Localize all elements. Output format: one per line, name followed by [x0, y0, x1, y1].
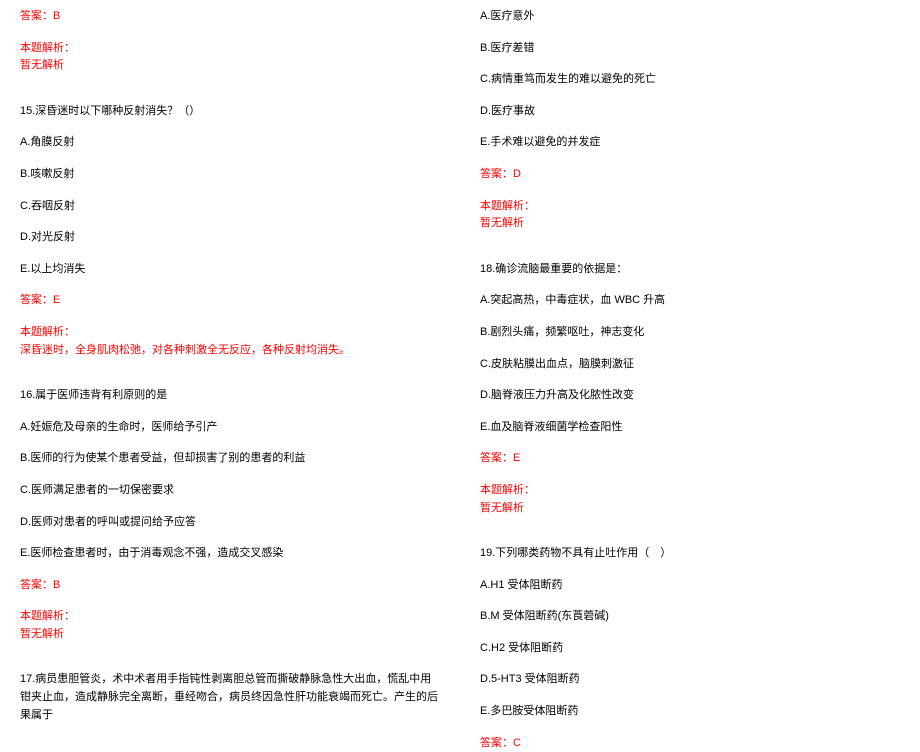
- q16-analysis-content: 暂无解析: [20, 626, 440, 644]
- q19-option-d: D.5-HT3 受体阻断药: [480, 671, 900, 689]
- q15-answer: 答案：E: [20, 292, 440, 310]
- q15-analysis-content: 深昏迷时，全身肌肉松弛，对各种刺激全无反应，各种反射均消失。: [20, 342, 440, 360]
- q17-option-d: D.医疗事故: [480, 103, 900, 121]
- q15-question: 15.深昏迷时以下哪种反射消失？（）: [20, 103, 440, 121]
- q15-option-c: C.吞咽反射: [20, 198, 440, 216]
- q15-analysis-label: 本题解析：: [20, 324, 440, 342]
- q16-question: 16.属于医师违背有利原则的是: [20, 387, 440, 405]
- q19-question: 19.下列哪类药物不具有止吐作用（ ）: [480, 545, 900, 563]
- q18-option-d: D.脑脊液压力升高及化脓性改变: [480, 387, 900, 405]
- q16-option-b: B.医师的行为使某个患者受益，但却损害了别的患者的利益: [20, 450, 440, 468]
- q18-option-a: A.突起高热，中毒症状，血 WBC 升高: [480, 292, 900, 310]
- q17-option-c: C.病情重笃而发生的难以避免的死亡: [480, 71, 900, 89]
- q19-option-b: B.M 受体阻断药(东莨菪碱): [480, 608, 900, 626]
- prev-answer: 答案：B: [20, 8, 440, 26]
- q15-option-e: E.以上均消失: [20, 261, 440, 279]
- q17-option-b: B.医疗差错: [480, 40, 900, 58]
- q17-analysis-content: 暂无解析: [480, 215, 900, 233]
- q15-option-a: A.角膜反射: [20, 134, 440, 152]
- q19-option-a: A.H1 受体阻断药: [480, 577, 900, 595]
- q18-option-e: E.血及脑脊液细菌学检查阳性: [480, 419, 900, 437]
- q16-option-a: A.妊娠危及母亲的生命时，医师给予引产: [20, 419, 440, 437]
- q19-answer: 答案：C: [480, 735, 900, 752]
- q17-analysis-label: 本题解析：: [480, 198, 900, 216]
- q16-option-c: C.医师满足患者的一切保密要求: [20, 482, 440, 500]
- prev-analysis-label: 本题解析：: [20, 40, 440, 58]
- q18-option-b: B.剧烈头痛，频繁呕吐，神志变化: [480, 324, 900, 342]
- q17-option-e: E.手术难以避免的并发症: [480, 134, 900, 152]
- q17-option-a: A.医疗意外: [480, 8, 900, 26]
- q19-option-c: C.H2 受体阻断药: [480, 640, 900, 658]
- q16-option-d: D.医师对患者的呼叫或提问给予应答: [20, 514, 440, 532]
- q15-option-d: D.对光反射: [20, 229, 440, 247]
- q17-answer: 答案：D: [480, 166, 900, 184]
- q18-analysis-content: 暂无解析: [480, 500, 900, 518]
- q19-option-e: E.多巴胺受体阻断药: [480, 703, 900, 721]
- q18-analysis-label: 本题解析：: [480, 482, 900, 500]
- q16-analysis-label: 本题解析：: [20, 608, 440, 626]
- q16-option-e: E.医师检查患者时，由于消毒观念不强，造成交叉感染: [20, 545, 440, 563]
- q18-answer: 答案：E: [480, 450, 900, 468]
- prev-analysis-content: 暂无解析: [20, 57, 440, 75]
- q15-option-b: B.咳嗽反射: [20, 166, 440, 184]
- q17-question: 17.病员患胆管炎，术中术者用手指钝性剥离胆总管而撕破静脉急性大出血，慌乱中用钳…: [20, 671, 440, 724]
- q18-question: 18.确诊流脑最重要的依据是：: [480, 261, 900, 279]
- q18-option-c: C.皮肤粘膜出血点，脑膜刺激征: [480, 356, 900, 374]
- q16-answer: 答案：B: [20, 577, 440, 595]
